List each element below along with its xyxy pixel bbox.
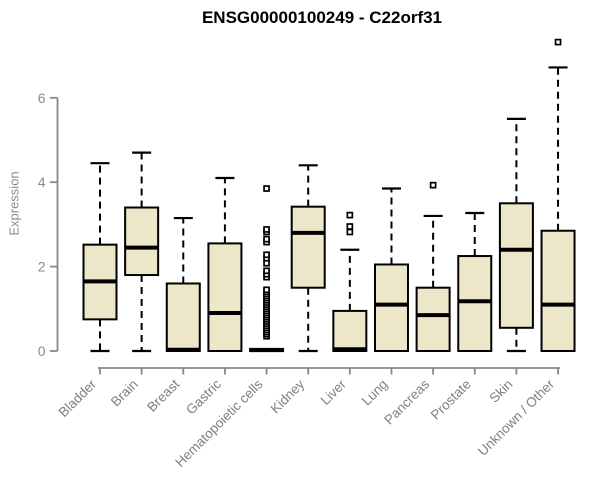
boxplot-brain [124, 151, 160, 353]
x-tick-label-unknown-other: Unknown / Other [475, 376, 558, 459]
x-tick-label-liver: Liver [318, 376, 350, 408]
boxplot-bladder [82, 162, 118, 353]
boxplot-unknown-other [540, 38, 576, 352]
box [165, 282, 201, 353]
boxplot-liver [332, 211, 368, 353]
outlier-point [346, 223, 354, 230]
x-tick-label-gastric: Gastric [183, 376, 224, 417]
box [415, 286, 451, 353]
outlier-point [263, 235, 270, 243]
box [124, 206, 160, 277]
y-tick-label: 6 [38, 90, 46, 106]
chart-title: ENSG00000100249 - C22orf31 [201, 8, 443, 27]
box [332, 309, 368, 353]
outlier-point [263, 185, 270, 192]
boxplot-breast [165, 216, 201, 353]
boxplot-hematopoietic-cells [249, 185, 285, 353]
box [540, 229, 576, 352]
outlier-point [429, 181, 437, 189]
x-tick-label-kidney: Kidney [268, 376, 308, 416]
boxplot-skin [498, 117, 534, 353]
x-tick-label-prostate: Prostate [428, 377, 474, 423]
outlier-point [263, 251, 270, 259]
box [498, 202, 534, 329]
outlier-point [346, 211, 354, 219]
boxplot-lung [373, 187, 409, 352]
y-tick-label: 2 [38, 259, 46, 275]
box [290, 205, 326, 289]
x-tick-label-breast: Breast [144, 376, 182, 414]
y-axis-label: Expression [6, 171, 22, 236]
boxplot-pancreas [415, 181, 451, 353]
y-tick-label: 4 [38, 174, 46, 190]
box [207, 242, 243, 352]
x-tick-label-skin: Skin [486, 377, 515, 406]
x-tick-label-pancreas: Pancreas [381, 376, 432, 427]
y-tick-label: 0 [38, 343, 46, 359]
boxplot-gastric [207, 176, 243, 352]
y-axis: 0 2 4 6 [38, 90, 59, 359]
box [373, 263, 409, 352]
boxplot-kidney [290, 164, 326, 353]
outlier-point [263, 267, 270, 275]
x-tick-label-bladder: Bladder [56, 376, 100, 420]
box [457, 255, 493, 352]
outlier-point [554, 38, 562, 46]
outlier-point [263, 286, 270, 294]
x-tick-label-lung: Lung [359, 377, 391, 409]
boxplot-prostate [457, 211, 493, 352]
outlier-point [346, 228, 354, 236]
x-tick-label-brain: Brain [108, 377, 141, 410]
outlier-point [263, 226, 270, 233]
